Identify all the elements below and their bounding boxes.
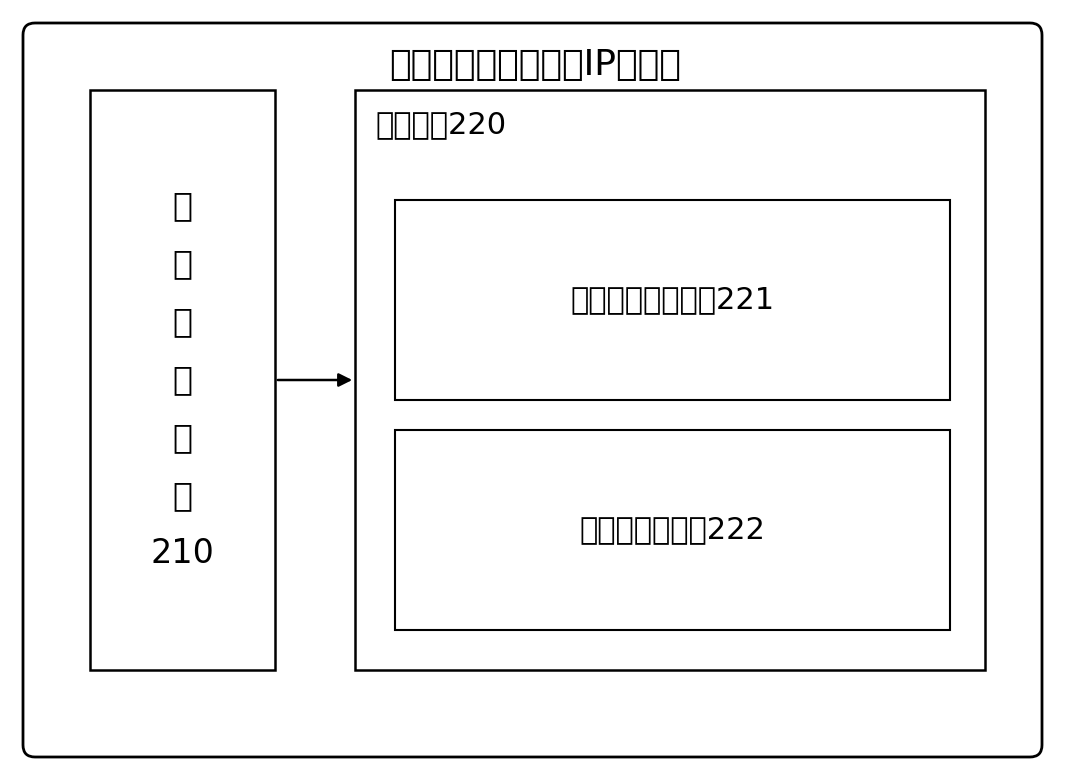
Bar	[395, 200, 950, 400]
Bar	[395, 430, 950, 630]
Text: 单: 单	[172, 421, 193, 455]
Text: 通: 通	[172, 190, 193, 222]
FancyBboxPatch shape	[22, 23, 1042, 757]
Text: 计算单元220: 计算单元220	[374, 110, 506, 139]
Text: 乘累加计算模块222: 乘累加计算模块222	[580, 516, 765, 544]
Text: 协: 协	[172, 306, 193, 339]
Bar	[355, 90, 985, 670]
Text: 元: 元	[172, 480, 193, 512]
Text: 卷积神经网络模型的IP保装置: 卷积神经网络模型的IP保装置	[389, 48, 681, 82]
Text: 议: 议	[172, 363, 193, 396]
Text: 信: 信	[172, 247, 193, 281]
Text: 210: 210	[151, 537, 214, 570]
Text: 物理不可克隆模块221: 物理不可克隆模块221	[570, 285, 775, 314]
Bar	[90, 90, 275, 670]
